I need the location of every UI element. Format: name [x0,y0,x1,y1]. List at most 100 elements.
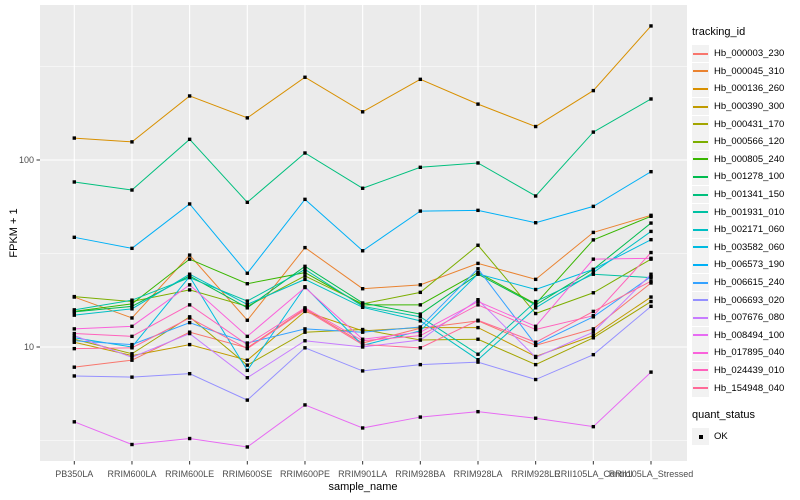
data-point-Hb_154948_040 [72,346,76,351]
data-point-Hb_154948_040 [187,316,192,320]
data-point-Hb_007676_080 [72,333,76,338]
data-point-Hb_000136_260 [649,24,653,28]
data-point-Hb_000136_260 [418,77,423,82]
data-point-Hb_006693_020 [303,346,307,350]
legend-item-Hb_001341_150: Hb_001341_150 [692,186,784,204]
data-point-Hb_000566_120 [533,311,538,316]
legend-key-box [692,291,709,309]
data-point-Hb_003582_060 [72,336,76,340]
data-point-Hb_000136_260 [130,140,134,144]
data-point-Hb_000045_310 [476,261,480,266]
legend-item-Hb_001278_100: Hb_001278_100 [692,168,784,186]
data-point-Hb_001341_150 [418,165,423,170]
data-point-Hb_024439_010 [72,331,76,336]
legend-label-Hb_000566_120: Hb_000566_120 [714,136,785,148]
data-point-Hb_017895_040 [130,324,134,329]
x-tick-label-RRIM600LA: RRIM600LA [107,469,156,479]
data-point-Hb_000431_170 [130,352,134,356]
x-tick-label-RRII105LA_Control: RRII105LA_Control [554,469,632,479]
data-point-Hb_006615_240 [360,330,365,334]
legend-label-Hb_000431_170: Hb_000431_170 [714,118,785,130]
data-point-Hb_000136_260 [476,102,480,106]
data-point-Hb_006573_190 [187,202,192,206]
data-point-Hb_000566_120 [418,290,423,295]
x-tick-label-RRIM928LE: RRIM928LE [511,469,560,479]
data-point-Hb_024439_010 [476,303,480,307]
data-point-Hb_002171_060 [418,319,423,323]
data-point-Hb_001278_100 [245,306,250,310]
data-point-Hb_006615_240 [72,339,76,343]
legend-label-Hb_006573_190: Hb_006573_190 [714,259,785,271]
legend-label-Hb_001341_150: Hb_001341_150 [714,189,785,201]
data-point-Hb_003582_060 [476,272,480,276]
data-point-Hb_001341_150 [591,130,596,134]
data-point-Hb_024439_010 [591,314,596,318]
data-point-Hb_000136_260 [72,136,76,140]
legend-label-Hb_000136_260: Hb_000136_260 [714,83,785,95]
data-point-Hb_000390_300 [187,342,192,347]
data-point-Hb_154948_040 [245,346,250,351]
data-point-Hb_001278_100 [533,303,538,307]
data-point-Hb_000045_310 [533,277,538,282]
data-point-Hb_002171_060 [130,307,134,311]
data-point-Hb_006693_020 [245,398,250,402]
data-point-Hb_008494_100 [245,445,250,449]
data-point-Hb_001278_100 [130,304,134,309]
data-point-Hb_017895_040 [649,256,653,261]
legend-key-box [692,326,709,344]
data-point-Hb_001341_150 [303,151,307,155]
data-point-Hb_000431_170 [649,299,653,304]
legend-color-line-icon [693,387,708,390]
data-point-Hb_008494_100 [591,424,596,429]
legend-key-box [692,150,709,168]
legend-tracking-id-items: Hb_000003_230 Hb_000045_310 Hb_000136_260 H… [692,45,784,397]
legend-key-box [692,344,709,362]
legend-item-Hb_000805_240: Hb_000805_240 [692,150,784,169]
data-point-Hb_006573_190 [303,197,307,202]
x-tick-label-RRIM600SE: RRIM600SE [222,469,272,479]
data-point-Hb_024439_010 [649,250,653,255]
data-point-Hb_001341_150 [245,200,250,205]
data-point-Hb_024439_010 [245,342,250,347]
data-point-Hb_000805_240 [591,238,596,242]
legend-color-line-icon [693,193,708,196]
data-point-Hb_017895_040 [245,334,250,339]
legend-key-box [692,238,709,256]
data-point-Hb_000431_170 [245,363,250,367]
data-point-Hb_001931_010 [476,352,480,356]
data-point-Hb_024439_010 [418,333,423,338]
data-point-Hb_001278_100 [418,312,423,316]
data-point-Hb_000136_260 [591,88,596,93]
data-point-Hb_006615_240 [303,327,307,331]
y-tick-label-10: 10 [24,342,34,352]
data-point-Hb_000431_170 [591,336,596,340]
data-point-Hb_006615_240 [418,325,423,329]
data-point-Hb_024439_010 [303,306,307,310]
legend-color-line-icon [693,334,708,337]
legend-label-Hb_000003_230: Hb_000003_230 [714,48,785,60]
data-point-Hb_000805_240 [303,270,307,275]
data-point-Hb_002171_060 [591,270,596,275]
data-point-Hb_008494_100 [360,426,365,430]
legend-item-Hb_000136_260: Hb_000136_260 [692,80,784,98]
data-point-Hb_003582_060 [591,267,596,272]
legend-label-Hb_002171_060: Hb_002171_060 [714,224,785,236]
legend-key-box [692,98,709,116]
data-point-Hb_154948_040 [533,340,538,344]
ok-square-marker-icon [698,434,703,439]
legend-color-line-icon [693,87,708,90]
legend-item-Hb_007676_080: Hb_007676_080 [692,309,784,327]
data-point-Hb_000045_310 [130,316,134,320]
data-point-Hb_000136_260 [187,94,192,98]
legend-item-quant-status-ok: OK [692,428,784,446]
legend-key-box [692,203,709,221]
data-point-Hb_001341_150 [360,186,365,190]
data-point-Hb_008494_100 [418,415,423,419]
data-point-Hb_000390_300 [245,358,250,362]
data-point-Hb_000045_310 [418,283,423,287]
data-point-Hb_002171_060 [476,358,480,362]
data-point-Hb_008494_100 [533,416,538,420]
data-point-Hb_003582_060 [187,274,192,279]
data-point-Hb_000003_230 [130,358,134,362]
data-point-Hb_001931_010 [418,315,423,319]
